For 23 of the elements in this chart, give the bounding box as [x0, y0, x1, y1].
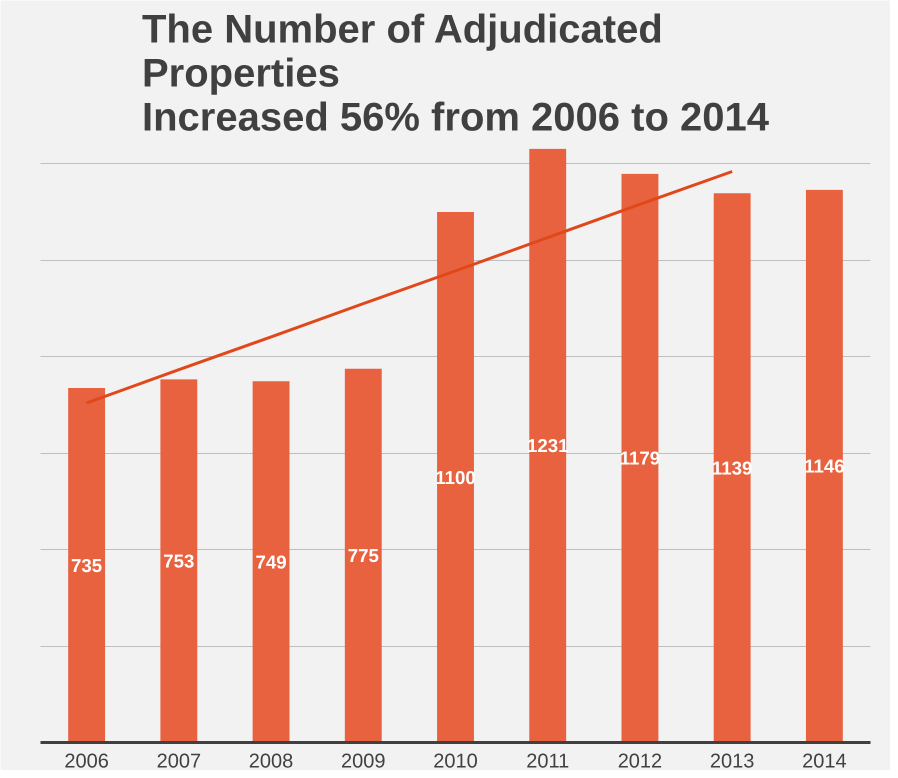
- x-tick-label: 2012: [618, 750, 662, 772]
- bar: [344, 368, 382, 742]
- bar: [437, 212, 474, 742]
- bar: [68, 388, 106, 742]
- x-tick-label: 2013: [710, 750, 754, 772]
- bar: [714, 193, 751, 742]
- x-tick-label: 2009: [341, 750, 386, 772]
- bar: [806, 190, 843, 742]
- x-tick-label: 2006: [64, 750, 109, 772]
- x-tick-label: 2010: [433, 750, 478, 772]
- chart-title: The Number of Adjudicated Properties Increased 56% from 2006 to 2014: [142, 8, 770, 140]
- data-label: 775: [348, 545, 379, 566]
- data-label: 749: [255, 551, 287, 572]
- x-tick-label: 2014: [802, 750, 847, 772]
- x-tick-label: 2008: [248, 750, 294, 772]
- x-tick-label: 2011: [526, 750, 570, 772]
- bar: [252, 381, 290, 742]
- bar: [160, 379, 198, 742]
- data-label: 735: [71, 554, 102, 576]
- bar: [529, 148, 566, 742]
- bar: [622, 174, 658, 742]
- x-tick-label: 2007: [156, 750, 202, 772]
- data-label: 753: [163, 550, 194, 572]
